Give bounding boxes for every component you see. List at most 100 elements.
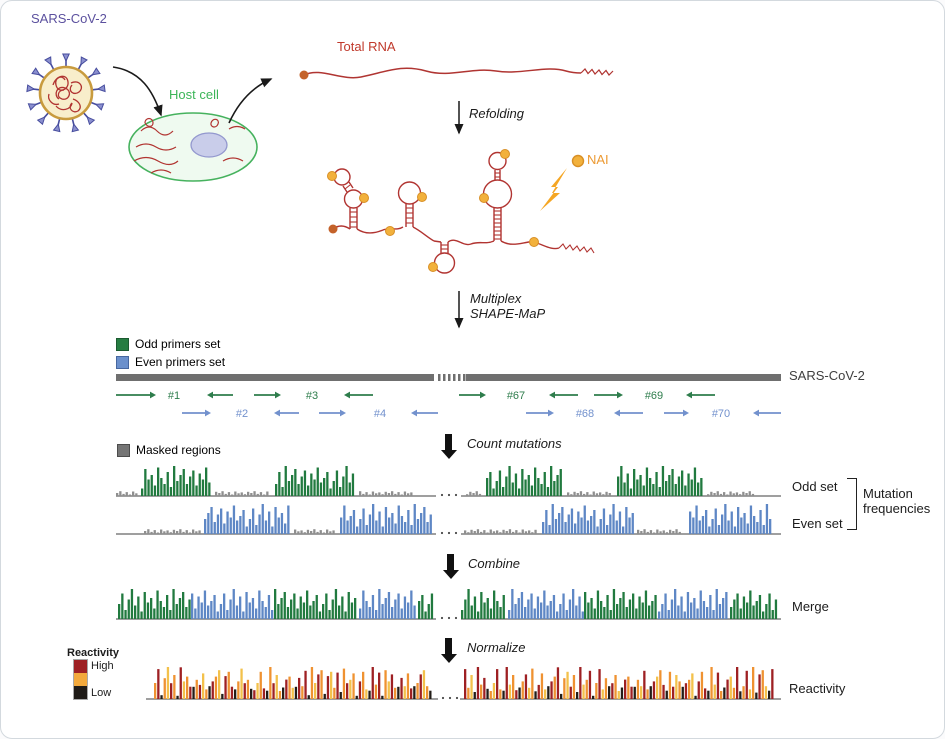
chart-bar: [619, 598, 622, 619]
chart-bar: [559, 604, 562, 619]
chart-bar: [688, 679, 691, 699]
chart-bar: [553, 676, 556, 699]
chart-bar: [326, 529, 329, 534]
chart-bar: [375, 493, 378, 496]
chart-bar: [742, 596, 746, 619]
chart-bar: [633, 686, 636, 699]
chart-bar: [590, 516, 593, 534]
chart-bar: [675, 529, 678, 534]
chart-bar: [245, 592, 248, 619]
chart-bar: [208, 482, 211, 496]
chart-bar: [674, 589, 677, 619]
chart-bar: [717, 525, 721, 534]
chart-bar: [521, 681, 524, 699]
genome-dash: [463, 374, 466, 381]
chart-bar: [723, 687, 726, 699]
virus-spike-head: [36, 116, 46, 126]
chart-bar: [176, 531, 179, 534]
chart-bar: [288, 676, 291, 699]
chart-bar: [667, 610, 670, 619]
chart-bar: [768, 690, 771, 699]
chart-bar: [524, 607, 527, 619]
chart-bar: [317, 674, 320, 699]
chart-bar: [223, 523, 226, 534]
chart-bar: [664, 593, 667, 619]
chart-bar: [247, 491, 250, 496]
chart-bar: [121, 593, 124, 619]
primer-arrowhead: [753, 409, 759, 417]
chart-bar: [274, 589, 277, 619]
chart-bar: [577, 511, 580, 534]
chart-bar: [480, 684, 483, 699]
chart-bar: [480, 531, 483, 534]
chart-bar: [365, 601, 368, 619]
nai-bolt-icon: [540, 168, 567, 211]
chart-bar: [483, 602, 486, 619]
chart-bar: [592, 695, 595, 699]
chart-bar: [681, 470, 684, 496]
chart-bar: [661, 466, 665, 496]
odd-primers-label: Odd primers set: [135, 337, 221, 351]
chart-bar: [127, 599, 130, 619]
chart-bar: [638, 596, 641, 619]
chart-bar: [572, 675, 576, 699]
chart-bar: [697, 482, 700, 496]
chart-bar: [517, 598, 520, 619]
chart-bar: [568, 599, 572, 619]
nai-adduct-dots: [327, 149, 539, 272]
chart-bar: [534, 467, 537, 496]
chart-bar: [596, 526, 599, 534]
chart-bar: [680, 596, 683, 619]
chart-bar: [397, 593, 400, 619]
chart-bar: [639, 475, 642, 496]
genome-bar: [116, 374, 781, 381]
chart-bar: [237, 493, 240, 496]
chart-bar: [698, 520, 701, 534]
chart-bar: [599, 492, 602, 496]
chart-bar: [259, 492, 263, 496]
chart-bar: [751, 493, 755, 496]
chart-bar: [334, 589, 338, 619]
chart-bar: [652, 484, 655, 496]
chart-bar: [253, 491, 256, 496]
chart-bar: [208, 686, 211, 699]
chart-bar: [349, 516, 352, 534]
chart-bar: [467, 532, 470, 534]
chart-bar: [189, 686, 192, 699]
chart-bar: [231, 494, 234, 496]
chart-bar: [207, 513, 210, 534]
chart-bar: [528, 687, 531, 699]
chart-bar: [403, 686, 406, 699]
chart-bar: [347, 592, 350, 619]
chart-bar: [359, 491, 362, 496]
chart-bar: [581, 611, 584, 619]
chart-bar: [690, 479, 693, 496]
chart-bar: [214, 676, 218, 699]
reactivity-scale-mid-block: [74, 673, 87, 686]
chart-bar: [701, 516, 705, 534]
chart-bar: [614, 675, 617, 699]
chart-bar: [524, 531, 528, 534]
chart-bar: [182, 469, 185, 496]
chart-bar: [489, 472, 492, 496]
chart-bar: [753, 516, 756, 534]
chart-bar: [533, 608, 536, 619]
chart-bar: [137, 596, 140, 619]
chart-bar: [546, 605, 549, 619]
chart-bar: [169, 532, 172, 534]
chart-bar: [266, 491, 269, 496]
chart-bar: [400, 677, 403, 699]
chart-bar: [352, 510, 356, 534]
chart-bar: [630, 686, 633, 699]
chart-bar: [245, 526, 248, 534]
chart-bar: [710, 491, 713, 496]
chart-bar: [587, 602, 590, 619]
chart-bar: [319, 530, 322, 534]
chart-bar: [413, 504, 416, 534]
chart-bar: [636, 679, 640, 699]
chart-bar: [378, 511, 381, 534]
step-combine-label: Combine: [468, 556, 521, 571]
chart-bar: [584, 592, 587, 619]
chart-bar: [562, 593, 565, 619]
primer-arrowhead: [205, 409, 211, 417]
